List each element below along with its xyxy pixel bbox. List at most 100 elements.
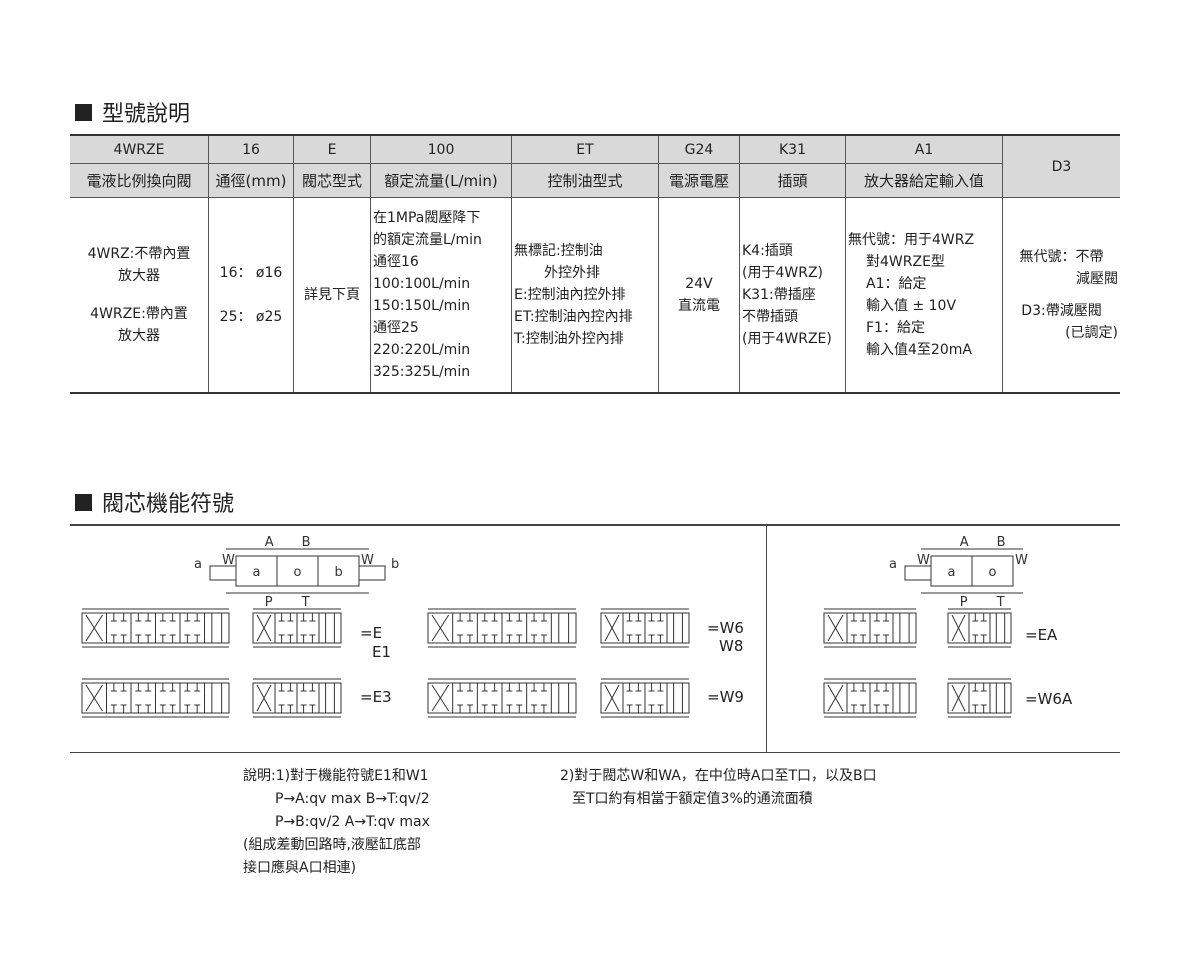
position-label: b: [335, 565, 343, 580]
port-label: B: [997, 535, 1006, 550]
note-line: 說明:1)對于機能符號E1和W1: [243, 768, 429, 784]
note-line: (組成差動回路時,液壓缸底部: [243, 837, 421, 853]
code-cell: A1: [845, 134, 1003, 164]
text-line: 直流電: [678, 298, 720, 314]
symbol-label: =E3: [360, 688, 392, 706]
text-line: K31:帶插座: [742, 287, 816, 303]
port-label: A: [265, 535, 274, 550]
notes-left: 說明:1)對于機能符號E1和W1 P→A:qv max B→T:qv/2 P→B…: [243, 765, 430, 880]
section-spool-symbols-title: 閥芯機能符號: [75, 486, 234, 518]
text-line: 25： ø25: [219, 309, 283, 325]
header-cell: 電液比例換向閥: [70, 163, 209, 198]
port-label: T: [301, 595, 310, 610]
text-line: 在1MPa閥壓降下: [373, 210, 481, 226]
text-line: K4:插頭: [742, 243, 793, 259]
desc-cell-plug: K4:插頭 (用于4WRZ) K31:帶插座 不帶插頭 (用于4WRZE): [739, 197, 846, 394]
position-label: a: [948, 565, 956, 580]
header-cell: 通徑(mm): [208, 163, 294, 198]
title-text: 閥芯機能符號: [102, 492, 235, 517]
cross-arrow: [256, 614, 272, 642]
cross-arrow: [604, 614, 620, 642]
code-cell: E: [293, 134, 371, 164]
text-line: 24V: [685, 276, 713, 292]
code-cell: ET: [511, 134, 659, 164]
cross-arrow: [951, 614, 966, 642]
text-line: 減壓閥: [1076, 271, 1118, 287]
text-line: 100:100L/min: [373, 276, 471, 292]
valve-box: [947, 612, 1012, 644]
valve-box: [947, 682, 1012, 714]
square-bullet-icon: [75, 103, 92, 121]
description-row: 4WRZ:不帶內置 放大器 4WRZE:帶內置 放大器 16： ø16 25： ø25 …: [70, 197, 1120, 394]
text-line: 輸入值 ± 10V: [866, 298, 957, 314]
divider: [70, 752, 1120, 753]
symbol-label: E1: [372, 643, 392, 661]
header-cell: 額定流量(L/min): [370, 163, 512, 198]
note-line: P→B:qv/2 A→T:qv max: [275, 814, 430, 830]
spring-label: W: [222, 553, 235, 568]
note-line: 至T口約有相當于額定值3%的通流面積: [572, 791, 813, 807]
text-line: 通徑16: [373, 254, 419, 270]
port-label: A: [960, 535, 969, 550]
symbol-label: =EA: [1025, 626, 1058, 644]
text-line: 無代號：用于4WRZ: [848, 232, 975, 248]
desc-cell-pilot: 無標記:控制油 外控外排 E:控制油內控外排 ET:控制油內控內排 T:控制油外控內排: [511, 197, 659, 394]
solenoid-box: [358, 565, 386, 581]
desc-cell-voltage: 24V 直流電: [658, 197, 740, 394]
text-line: F1：給定: [866, 320, 925, 336]
position-label: a: [253, 565, 261, 580]
note-line: 2)對于閥芯W和WA，在中位時A口至T口，以及B口: [560, 768, 877, 784]
cross-arrow: [85, 614, 103, 642]
cross-arrow: [431, 614, 450, 642]
header-cell: 控制油型式: [511, 163, 659, 198]
code-row: 4WRZE 16 E 100 ET G24 K31 A1 D3: [70, 134, 1120, 198]
square-bullet-icon: [75, 493, 92, 511]
code-cell: 4WRZE: [70, 134, 209, 164]
symbol-label: =W6: [707, 619, 744, 637]
note-line: P→A:qv max B→T:qv/2: [275, 791, 430, 807]
text-line: T:控制油外控內排: [514, 331, 624, 347]
cross-arrow: [827, 614, 844, 642]
text-line: 150:150L/min: [373, 298, 471, 314]
cross-arrow: [604, 684, 620, 712]
solenoid-box: [209, 565, 237, 581]
text-line: 無標記:控制油: [514, 243, 603, 259]
section-model-code-title: 型號說明: [75, 96, 190, 128]
title-text: 型號說明: [102, 102, 191, 127]
solenoid-box: [904, 565, 932, 581]
text-line: 放大器: [118, 328, 160, 344]
text-line: 外控外排: [544, 265, 600, 281]
desc-cell-reducer: 無代號：不帶 減壓閥 D3:帶減壓閥 (已調定): [1002, 197, 1120, 394]
code-cell: 100: [370, 134, 512, 164]
port-label: P: [265, 595, 273, 610]
text-line: ET:控制油內控內排: [514, 309, 633, 325]
header-row: 電液比例換向閥 通徑(mm) 閥芯型式 額定流量(L/min) 控制油型式 電源…: [70, 163, 1120, 198]
header-cell: 閥芯型式: [293, 163, 371, 198]
code-cell: D3: [1002, 134, 1120, 198]
desc-cell-size: 16： ø16 25： ø25: [208, 197, 294, 394]
text-line: A1：給定: [866, 276, 927, 292]
desc-cell-flow: 在1MPa閥壓降下 的額定流量L/min 通徑16 100:100L/min 150:1…: [370, 197, 512, 394]
text-line: (用于4WRZ): [742, 265, 823, 281]
desc-cell-amplifier: 無代號：用于4WRZ 對4WRZE型 A1：給定 輸入值 ± 10V F1：給定 輸入值4…: [845, 197, 1003, 394]
code-cell: G24: [658, 134, 740, 164]
port-label: B: [302, 535, 311, 550]
text-line: 4WRZ:不帶內置: [87, 246, 191, 262]
text-line: 4WRZE:帶內置: [90, 306, 188, 322]
notes-right: 2)對于閥芯W和WA，在中位時A口至T口，以及B口 至T口約有相當于額定值3%的…: [560, 765, 877, 811]
desc-cell-spool: 詳見下頁: [293, 197, 371, 394]
solenoid-label: b: [391, 557, 399, 572]
port-label: T: [996, 595, 1005, 610]
position-label: o: [989, 565, 997, 580]
header-cell: 插頭: [739, 163, 846, 198]
text-line: 16： ø16: [219, 265, 283, 281]
cross-arrow: [85, 684, 103, 712]
spring-label: W: [1015, 553, 1028, 568]
spring-label: W: [917, 553, 930, 568]
text-line: 輸入值4至20mA: [866, 342, 972, 358]
cross-arrow: [256, 684, 272, 712]
text-line: 220:220L/min: [373, 342, 471, 358]
divider: [766, 525, 767, 753]
text-line: D3:帶減壓閥: [1021, 303, 1102, 319]
